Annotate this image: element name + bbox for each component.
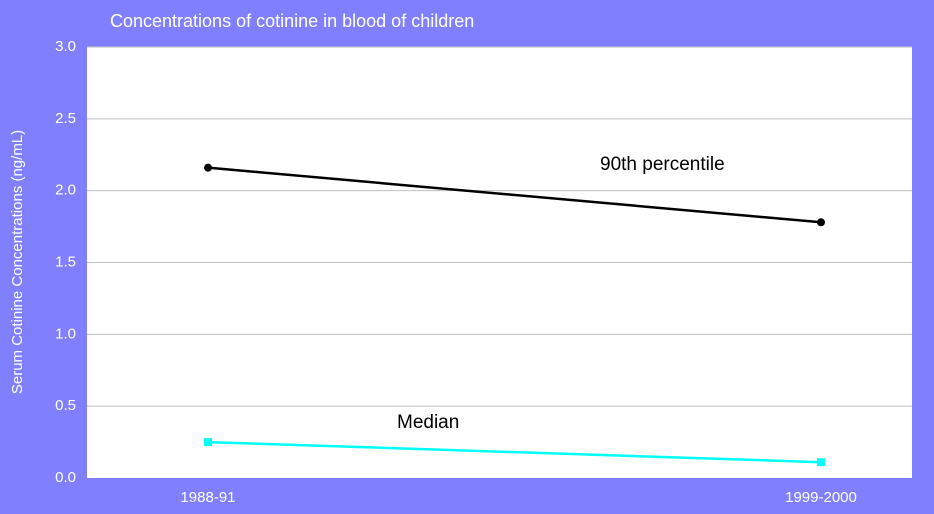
y-tick-label: 3.0: [55, 38, 76, 55]
chart-title: Concentrations of cotinine in blood of c…: [110, 11, 474, 31]
point-marker: [204, 163, 212, 172]
series-label: Median: [397, 412, 459, 433]
y-tick-label: 0.5: [55, 397, 76, 414]
series-label: 90th percentile: [600, 154, 725, 175]
y-tick-label: 1.5: [55, 253, 76, 270]
y-tick-label: 2.0: [55, 182, 76, 199]
point-marker: [817, 218, 825, 227]
y-tick-label: 1.0: [55, 325, 76, 342]
series-line: [207, 440, 822, 464]
point-marker: [817, 458, 825, 467]
x-tick-label: 1988-91: [180, 489, 235, 506]
x-tick-label: 1999-2000: [785, 489, 857, 506]
y-axis-label: Serum Cotinine Concentrations (ng/mL): [9, 130, 26, 394]
series-line: [207, 166, 822, 224]
y-tick-label: 0.0: [55, 469, 76, 486]
y-tick-label: 2.5: [55, 110, 76, 127]
point-marker: [204, 438, 212, 447]
